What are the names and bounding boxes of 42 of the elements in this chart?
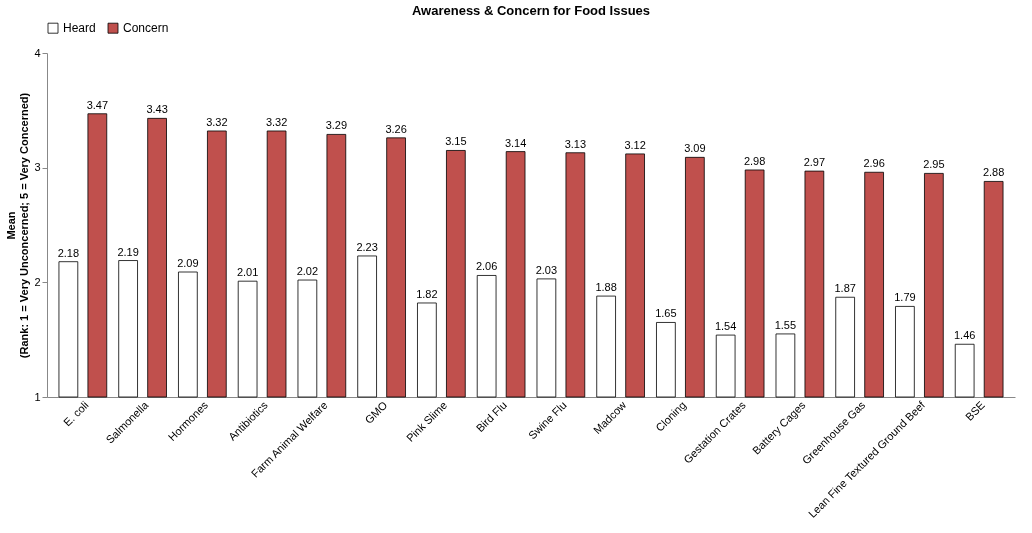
y-axis-title: Mean (Rank: 1 = Very Unconcerned; 5 = Very Concerned)	[5, 92, 31, 359]
data-label: 1.55	[774, 318, 797, 331]
data-label: 2.95	[923, 158, 945, 171]
data-label: 3.14	[504, 136, 527, 149]
legend-label: Concern	[123, 21, 169, 36]
data-label: 3.29	[325, 119, 348, 132]
data-label: 1.87	[834, 282, 856, 295]
data-label: 2.98	[743, 154, 766, 167]
y-tick-label: 2	[34, 275, 41, 288]
y-tick-label: 4	[34, 46, 41, 59]
legend-label: Heard	[63, 21, 96, 36]
data-label: 2.03	[535, 263, 558, 276]
data-label: 2.06	[475, 260, 498, 273]
y-tick-label: 1	[34, 390, 41, 403]
data-label: 2.88	[982, 166, 1005, 179]
data-label: 2.97	[803, 156, 826, 169]
data-label: 2.96	[863, 157, 885, 170]
data-label: 2.09	[177, 257, 199, 270]
data-label: 2.18	[57, 246, 80, 259]
chart-title: Awareness & Concern for Food Issues	[411, 3, 651, 18]
x-tick-label: Bird Flu	[473, 398, 509, 435]
data-label: 1.46	[953, 329, 976, 342]
data-label: 2.23	[356, 240, 378, 253]
data-label: 1.82	[416, 287, 438, 300]
x-tick-label: E. coli	[60, 398, 91, 429]
data-label: 3.32	[265, 115, 288, 128]
data-label: 3.12	[624, 138, 646, 151]
data-label: 3.13	[564, 137, 587, 150]
data-label: 2.19	[117, 245, 139, 258]
data-label: 3.43	[146, 103, 168, 116]
data-label: 3.26	[385, 122, 407, 135]
data-label: 3.15	[445, 135, 467, 148]
y-tick-label: 3	[34, 161, 41, 174]
data-label: 2.01	[236, 266, 259, 279]
data-label: 1.54	[714, 320, 737, 333]
data-label: 3.47	[86, 98, 109, 111]
data-label: 1.65	[655, 307, 677, 320]
data-label: 3.09	[684, 142, 706, 155]
data-label: 1.79	[894, 291, 916, 304]
data-label: 2.02	[296, 265, 319, 278]
data-label: 1.88	[595, 281, 617, 294]
data-label: 3.32	[206, 115, 228, 128]
